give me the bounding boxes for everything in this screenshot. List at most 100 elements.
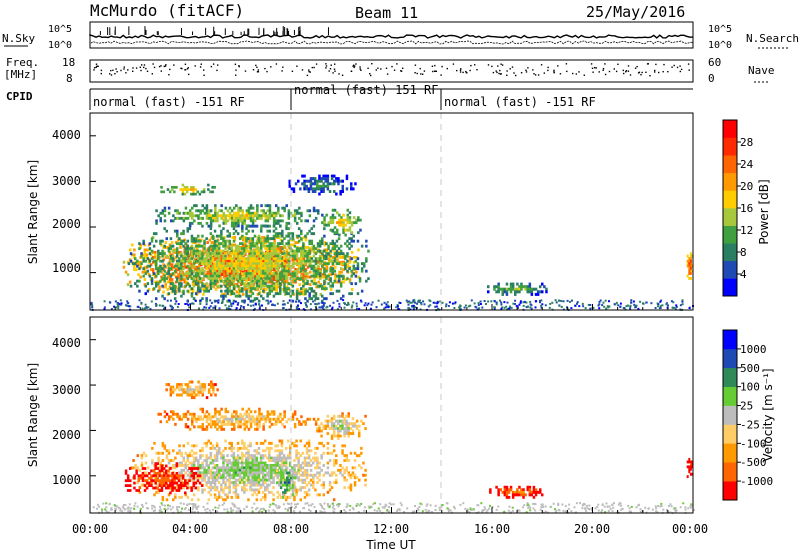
range-time-cell	[261, 471, 265, 475]
range-time-cell	[264, 461, 267, 465]
range-time-cell	[142, 259, 145, 263]
freq-mark	[235, 69, 237, 71]
freq-mark	[256, 71, 259, 73]
range-time-cell	[305, 464, 309, 467]
range-time-cell	[190, 269, 194, 273]
ground-scatter-cell	[555, 301, 558, 304]
range-time-cell	[335, 177, 338, 181]
range-time-cell	[275, 219, 278, 223]
range-time-cell	[532, 287, 536, 291]
ground-scatter-cell	[143, 307, 146, 310]
range-time-cell	[249, 267, 252, 271]
range-time-cell	[203, 262, 206, 266]
range-time-cell	[264, 466, 267, 470]
range-time-cell	[260, 247, 263, 251]
range-time-cell	[171, 244, 175, 248]
range-time-cell	[304, 269, 307, 273]
ground-scatter-cell	[198, 307, 200, 310]
range-time-cell	[352, 234, 355, 238]
range-time-cell	[265, 288, 268, 291]
range-time-cell	[312, 209, 316, 213]
range-time-cell	[289, 451, 292, 455]
range-time-cell	[305, 449, 309, 453]
ground-scatter-cell	[387, 306, 390, 309]
range-time-cell	[218, 466, 221, 470]
range-time-cell	[222, 471, 225, 475]
range-time-cell	[226, 464, 229, 467]
range-time-cell	[276, 234, 280, 238]
range-time-cell	[316, 493, 319, 497]
range-time-cell	[230, 259, 234, 263]
range-time-cell	[143, 253, 147, 257]
range-time-cell	[266, 254, 269, 258]
range-time-cell	[220, 252, 223, 256]
range-time-cell	[300, 274, 303, 278]
range-time-cell	[289, 249, 292, 253]
range-time-cell	[262, 288, 266, 291]
range-time-cell	[148, 274, 152, 278]
range-time-cell	[230, 257, 234, 261]
range-time-cell	[300, 237, 303, 241]
ground-scatter-cell	[230, 305, 233, 308]
range-time-cell	[541, 282, 544, 286]
range-time-cell	[276, 456, 279, 460]
range-time-cell	[344, 262, 347, 266]
range-time-cell	[294, 268, 297, 272]
range-time-cell	[211, 282, 215, 286]
range-time-cell	[348, 247, 351, 251]
colorbar-swatch	[723, 278, 737, 297]
range-time-cell	[230, 214, 234, 218]
range-time-cell	[207, 464, 210, 467]
range-time-cell	[266, 456, 269, 460]
range-time-cell	[270, 211, 274, 215]
range-time-cell	[173, 229, 177, 233]
range-time-cell	[184, 272, 187, 276]
range-time-cell	[275, 221, 278, 225]
range-time-cell	[224, 284, 227, 288]
cpid-segment-3: normal (fast) -151 RF	[444, 95, 596, 109]
range-time-cell	[255, 277, 259, 281]
range-time-cell	[318, 184, 321, 188]
range-time-cell	[171, 259, 175, 263]
range-time-cell	[224, 216, 228, 220]
ground-scatter-cell	[166, 299, 169, 302]
range-time-cell	[365, 257, 368, 261]
range-time-cell	[220, 468, 223, 472]
range-time-cell	[228, 481, 231, 484]
range-time-cell	[283, 274, 286, 278]
range-time-cell	[264, 219, 267, 223]
range-time-cell	[282, 459, 286, 462]
range-time-cell	[228, 476, 231, 480]
ground-scatter-cell	[188, 306, 191, 309]
ground-scatter-cell	[485, 303, 487, 305]
range-time-cell	[178, 464, 181, 467]
ground-scatter-cell	[441, 301, 444, 304]
range-time-cell	[305, 451, 309, 455]
range-time-cell	[284, 464, 288, 467]
range-time-cell	[215, 478, 219, 482]
range-time-cell	[688, 269, 691, 273]
range-time-cell	[260, 262, 263, 266]
freq-mark	[462, 71, 464, 74]
freq-mark	[315, 63, 318, 65]
range-time-cell	[214, 204, 217, 208]
range-time-cell	[266, 471, 269, 475]
range-time-cell	[686, 259, 689, 263]
range-time-cell	[161, 284, 164, 288]
range-time-cell	[159, 259, 162, 263]
range-time-cell	[266, 279, 269, 283]
range-time-cell	[310, 274, 313, 278]
range-time-cell	[176, 483, 179, 487]
range-time-cell	[224, 214, 228, 218]
range-time-cell	[199, 209, 202, 213]
range-time-cell	[334, 275, 337, 279]
range-time-cell	[272, 287, 276, 291]
range-time-cell	[192, 188, 195, 191]
range-time-cell	[322, 486, 325, 489]
range-time-cell	[331, 239, 334, 243]
range-time-cell	[180, 252, 183, 256]
ground-scatter-cell	[161, 304, 164, 307]
range-time-cell	[166, 188, 170, 191]
power-ytick-label: 4000	[52, 128, 81, 142]
freq-mark	[640, 74, 642, 76]
